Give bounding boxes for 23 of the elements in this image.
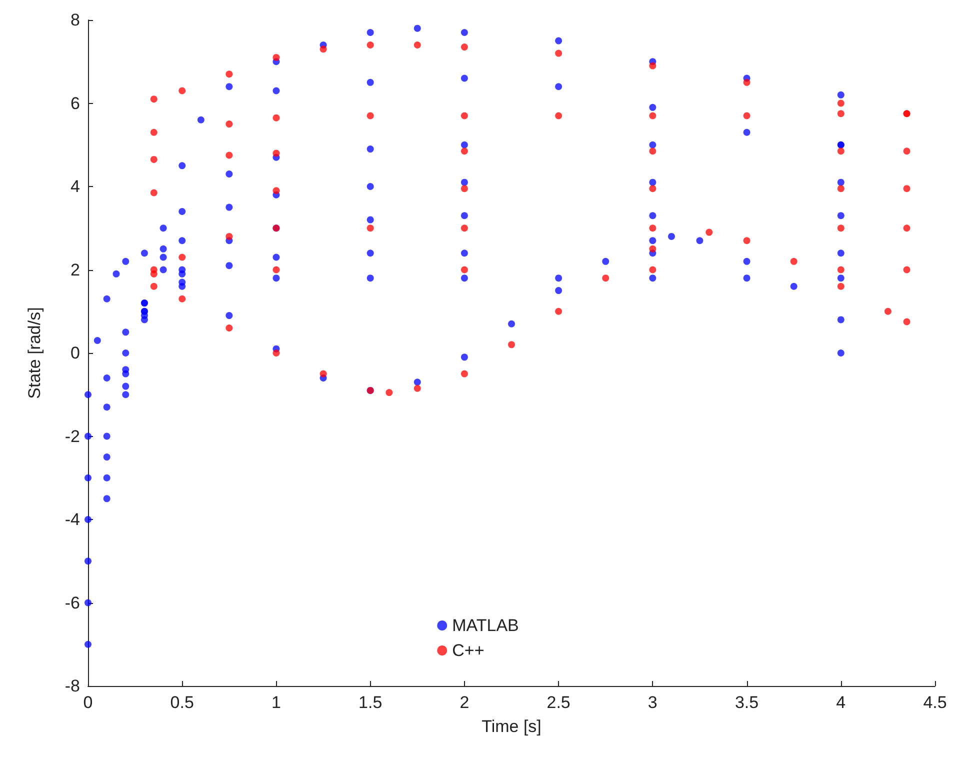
y-tick-label: 6 bbox=[70, 94, 80, 113]
x-axis-title: Time [s] bbox=[482, 717, 542, 736]
y-axis-title: State [rad/s] bbox=[25, 307, 44, 399]
x-tick-label: 0.5 bbox=[170, 693, 194, 712]
x-tick-label: 2.5 bbox=[546, 693, 570, 712]
y-tick-label: -2 bbox=[64, 426, 80, 446]
x-tick-label: 4.5 bbox=[923, 693, 947, 712]
y-tick-label: 4 bbox=[70, 177, 80, 196]
y-tick-label: 8 bbox=[70, 10, 80, 30]
x-tick-label: 0 bbox=[83, 693, 93, 712]
y-tick-label: -6 bbox=[64, 593, 80, 612]
x-tick-label: 3 bbox=[648, 693, 658, 712]
x-tick-label: 2 bbox=[460, 693, 470, 712]
y-tick-label: -4 bbox=[64, 510, 80, 529]
y-tick-label: 0 bbox=[70, 344, 80, 362]
y-tick-label: 2 bbox=[70, 260, 80, 280]
legend-label: C++ bbox=[452, 641, 484, 660]
x-tick-label: 3.5 bbox=[734, 693, 759, 712]
x-tick-label: 1 bbox=[271, 693, 281, 712]
x-tick-label: 1.5 bbox=[358, 693, 382, 712]
y-tick-label: -8 bbox=[64, 676, 80, 696]
legend-label: MATLAB bbox=[452, 616, 519, 635]
x-tick-label: 4 bbox=[836, 693, 846, 712]
